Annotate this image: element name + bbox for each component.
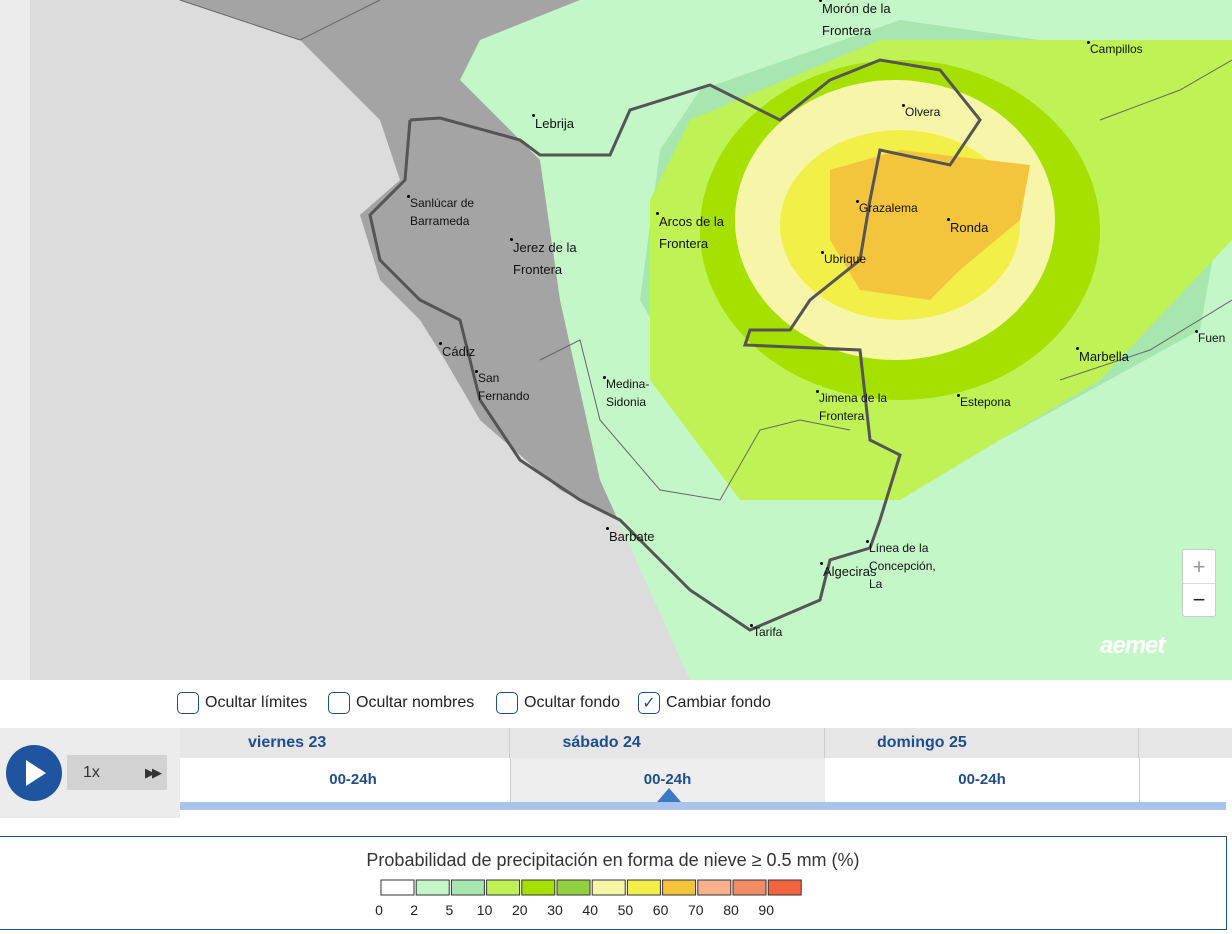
- place-label: Línea de la Concepción, La: [866, 539, 949, 593]
- checkbox-box[interactable]: [496, 692, 518, 714]
- checkbox-box[interactable]: [177, 692, 199, 714]
- zoom-control: + −: [1182, 549, 1216, 617]
- brand-logo: aemet: [1100, 632, 1165, 659]
- place-label: Lebrija: [532, 113, 615, 135]
- zoom-in[interactable]: +: [1183, 550, 1215, 584]
- checkbox-box[interactable]: [328, 692, 350, 714]
- legend-tick: 30: [547, 902, 563, 918]
- place-label: Jerez de la Frontera: [510, 237, 583, 281]
- place-label: Medina-Sidonia: [603, 375, 661, 411]
- place-label: Ubrique: [821, 250, 884, 268]
- checkbox[interactable]: ✓ Cambiar fondo: [638, 692, 771, 714]
- checkbox-box[interactable]: ✓: [638, 692, 660, 714]
- place-label: Morón de la Frontera: [819, 0, 892, 42]
- period[interactable]: 00-24h: [196, 758, 511, 802]
- legend-tick: 70: [688, 902, 704, 918]
- legend-tick: 5: [446, 902, 454, 918]
- map-edge: [0, 0, 30, 680]
- period[interactable]: 00-24h: [825, 758, 1140, 802]
- legend-title: Probabilidad de precipitación en forma d…: [366, 850, 860, 870]
- place-label: Cádiz: [439, 341, 502, 363]
- speed-control[interactable]: 1x ▶▶: [67, 755, 167, 790]
- legend-tick: 60: [653, 902, 669, 918]
- legend-scale: 0 2 5 10 20 30 40 50 60 70 80 90: [375, 879, 802, 918]
- legend-tick: 90: [758, 902, 774, 918]
- checkbox[interactable]: Ocultar nombres: [328, 692, 474, 714]
- place-label: Algeciras: [820, 561, 893, 583]
- legend-swatch: [556, 879, 591, 896]
- place-label: Barbate: [606, 526, 679, 548]
- legend-swatch: [450, 879, 485, 896]
- speed: 1x: [83, 764, 100, 781]
- legend: Probabilidad de precipitación en forma d…: [0, 836, 1227, 930]
- legend-swatch: [697, 879, 732, 896]
- legend-swatch: [415, 879, 450, 896]
- municipal-lines: [179, 0, 1232, 501]
- legend-swatch: [486, 879, 521, 896]
- place-label: Ronda: [947, 217, 1010, 239]
- place-label: Olvera: [902, 103, 965, 121]
- place-label: Campillos: [1087, 40, 1170, 58]
- precip-area: [830, 150, 1030, 300]
- checkbox[interactable]: Ocultar fondo: [496, 692, 620, 714]
- borders: [368, 58, 982, 632]
- legend-swatch: [767, 879, 802, 896]
- checkbox-label: Ocultar nombres: [356, 694, 475, 711]
- legend-swatch: [591, 879, 626, 896]
- place-label: Sanlúcar de Barrameda: [407, 194, 495, 230]
- checkbox-label: Ocultar límites: [205, 694, 308, 711]
- place-label: Fuen: [1195, 329, 1232, 347]
- legend-tick: 50: [618, 902, 634, 918]
- checkbox[interactable]: Ocultar límites: [177, 692, 307, 714]
- place-label: San Fernando: [475, 369, 538, 405]
- selection-marker: [656, 788, 681, 802]
- legend-swatch: [380, 879, 415, 896]
- legend-tick: 2: [410, 902, 418, 918]
- legend-swatch: [626, 879, 661, 896]
- day-label: sábado 24: [510, 728, 825, 758]
- place-label: Jimena de la Frontera: [816, 389, 899, 425]
- zoom-out[interactable]: −: [1192, 587, 1206, 612]
- place-label: Estepona: [957, 393, 1030, 411]
- legend-tick: 0: [375, 902, 383, 918]
- timeline-bar: [180, 802, 1226, 810]
- legend-tick: 40: [582, 902, 598, 918]
- legend-swatch: [662, 879, 697, 896]
- legend-swatch: [521, 879, 556, 896]
- day-label: viernes 23: [196, 728, 510, 758]
- day-label: domingo 25: [825, 728, 1139, 758]
- checkbox-label: Ocultar fondo: [524, 694, 621, 711]
- place-label: Marbella: [1076, 346, 1149, 368]
- legend-swatch: [732, 879, 767, 896]
- legend-tick: 20: [512, 902, 528, 918]
- legend-tick: 80: [723, 902, 739, 918]
- place-label: Tarifa: [750, 623, 803, 641]
- checkbox-label: Cambiar fondo: [666, 694, 771, 711]
- map[interactable]: [0, 0, 1232, 680]
- play-button[interactable]: [0, 740, 70, 806]
- place-label: Arcos de la Frontera: [656, 211, 729, 255]
- place-label: Grazalema: [856, 199, 939, 217]
- legend-tick: 10: [477, 902, 493, 918]
